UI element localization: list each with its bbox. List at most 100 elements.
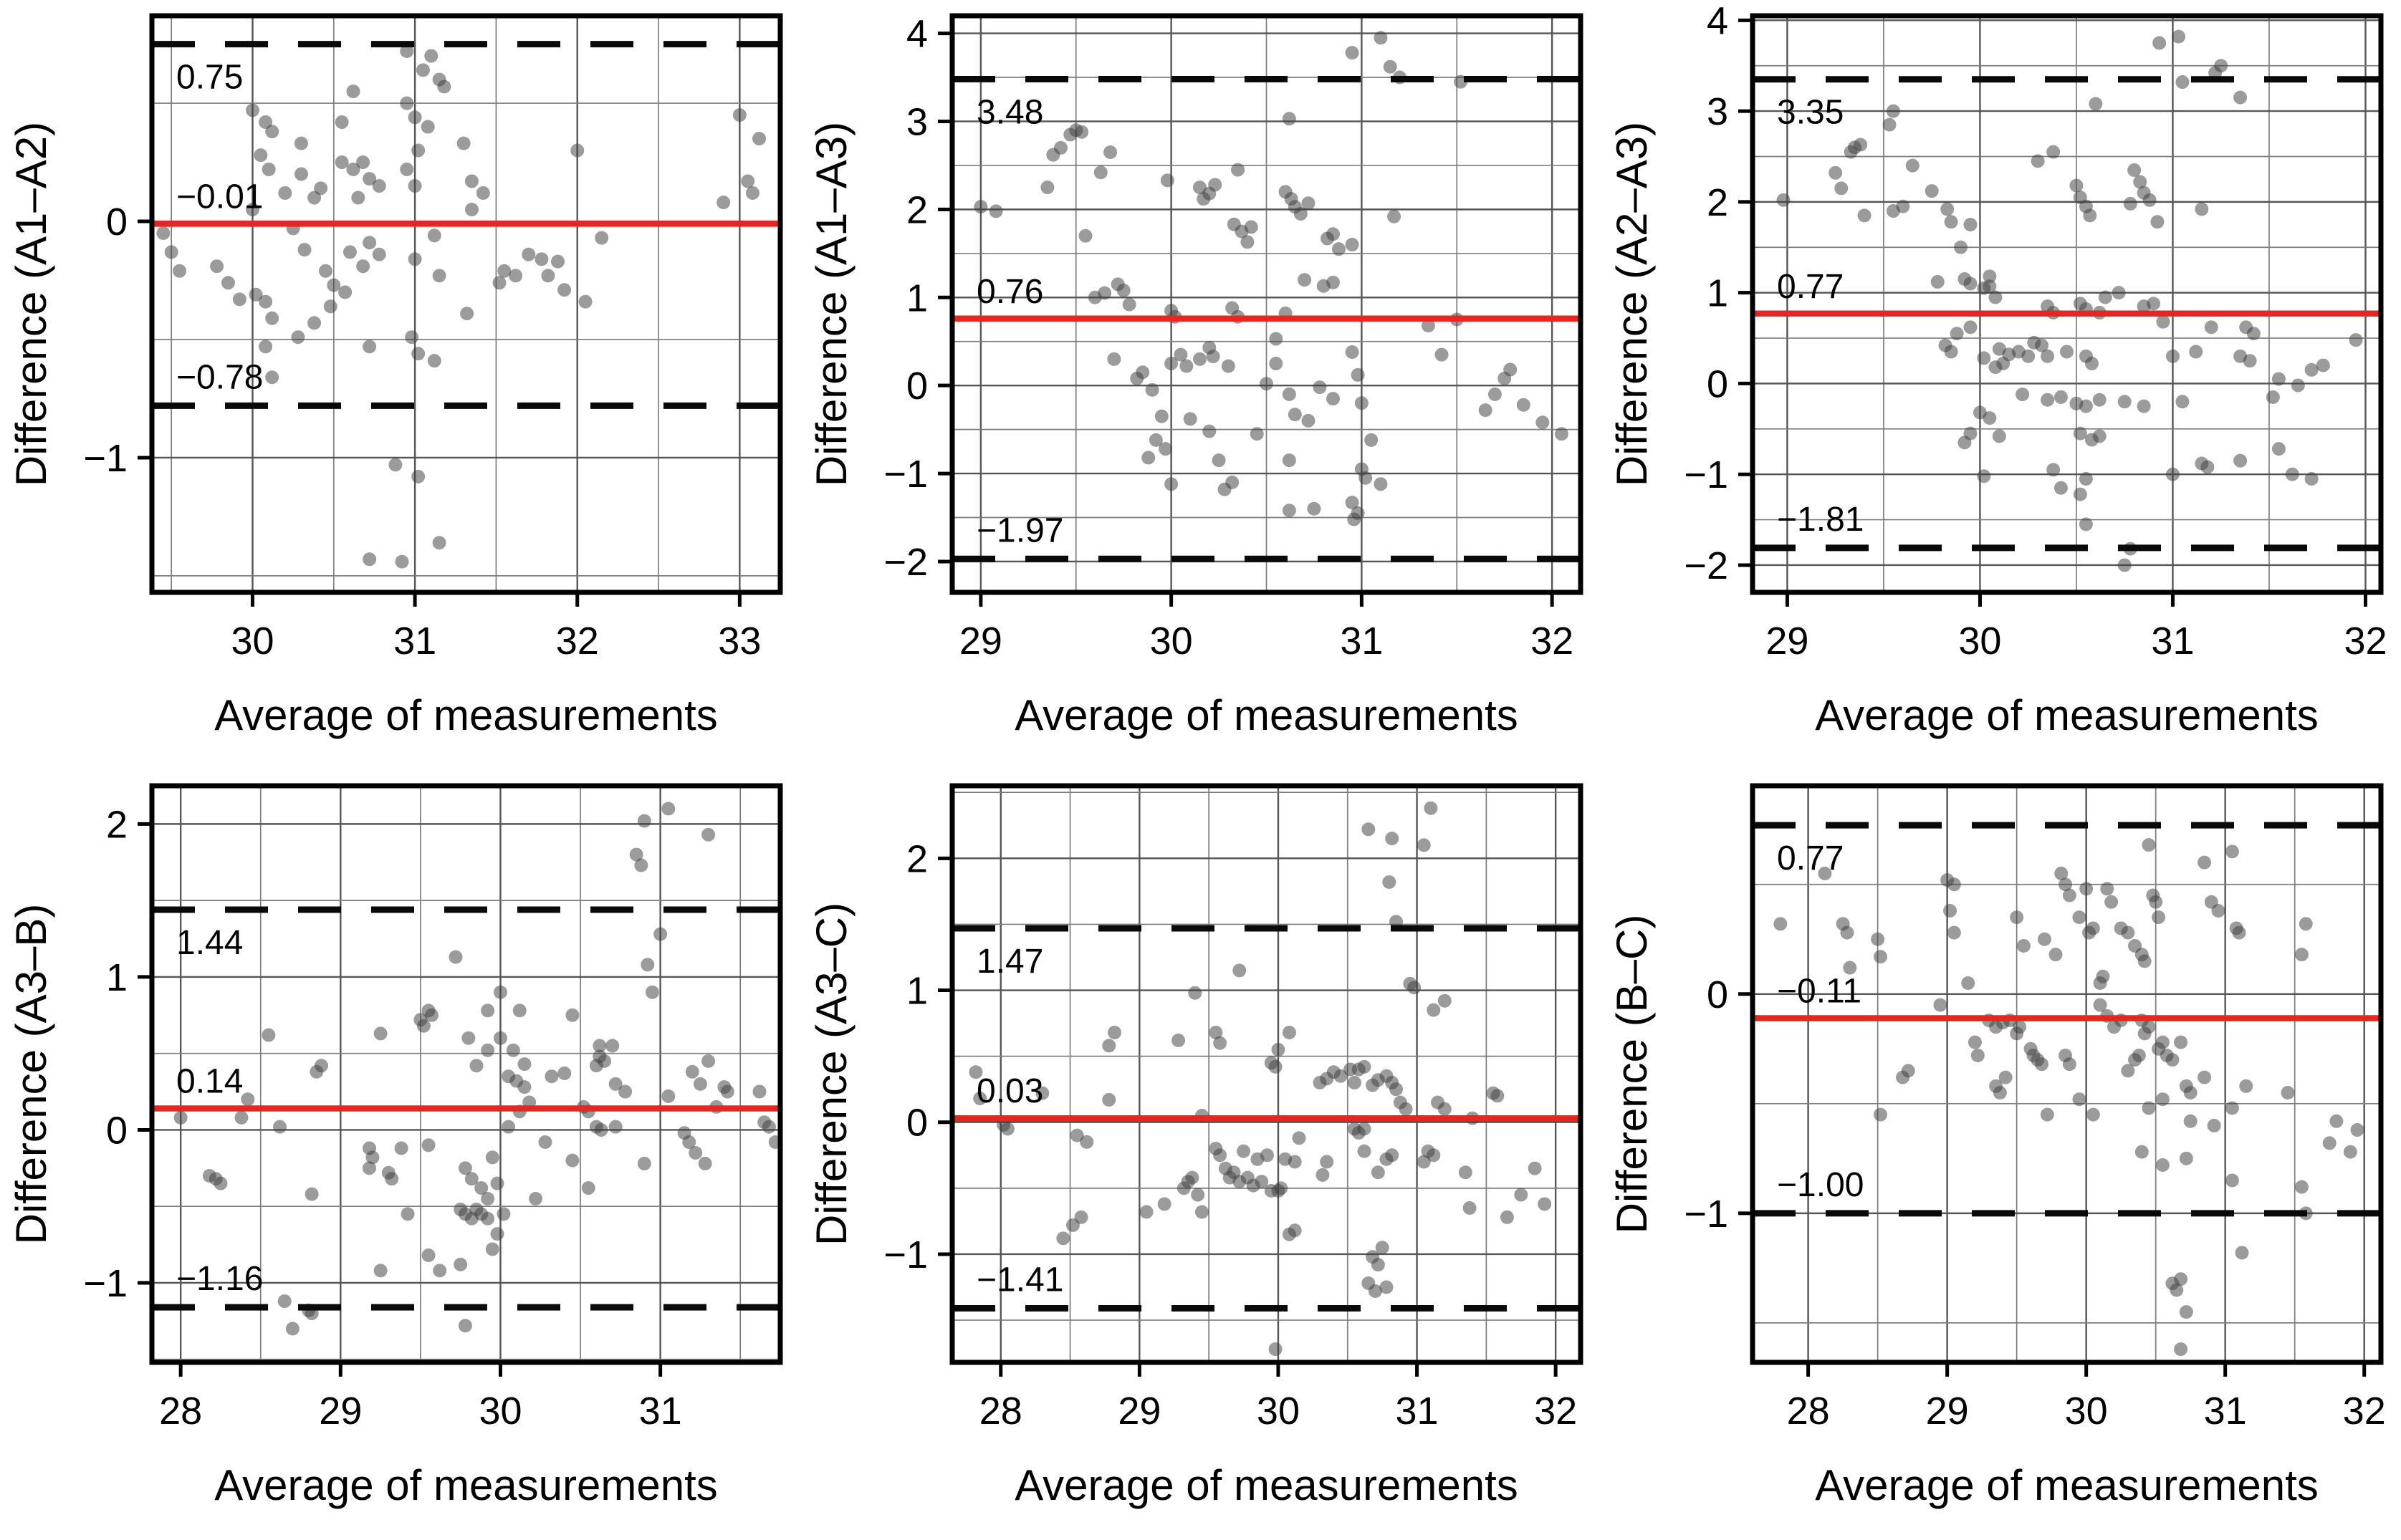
bland-altman-plot-a3-c: 28 29 30 31 32 2 1 0 −1 1.47 0.03 −1.41 Average of m… [800, 770, 1601, 1540]
y-tick-label: 4 [906, 13, 928, 56]
scatter-points [156, 44, 767, 569]
plot-cell-a2-a3: 29 30 31 32 4 3 2 1 0 −1 −2 3.35 0.77 −1.81 Average of… [1601, 0, 2401, 770]
plot-background [800, 770, 1601, 1540]
x-tick-label: 30 [479, 1390, 522, 1433]
lower-loa-value: −1.97 [977, 511, 1063, 549]
y-tick-label: 0 [106, 201, 128, 244]
panel-border [949, 783, 1583, 1365]
y-tick-label: 3 [906, 100, 928, 143]
y-tick-label: −2 [1684, 544, 1728, 587]
lower-loa-value: −0.78 [176, 358, 263, 396]
plot-background [1601, 0, 2401, 770]
x-tick-label: 32 [1534, 1390, 1577, 1433]
x-tick-label: 31 [2151, 620, 2194, 663]
upper-loa-value: 3.48 [977, 93, 1043, 131]
upper-loa-value: 0.75 [176, 59, 243, 97]
panel-border [1750, 783, 2384, 1365]
scatter-points [974, 31, 1568, 526]
mean-value: 0.76 [977, 273, 1043, 311]
y-tick-label: 0 [906, 1102, 928, 1145]
x-axis-label: Average of measurements [1815, 1461, 2319, 1509]
x-tick-label: 31 [393, 620, 436, 663]
x-tick-label: 32 [1530, 620, 1573, 663]
plot-background [0, 0, 800, 770]
y-tick-label: 0 [1707, 973, 1728, 1016]
panel-border [149, 783, 783, 1365]
y-tick-label: −1 [1684, 453, 1728, 496]
upper-loa-value: 1.47 [977, 943, 1043, 981]
lower-loa-value: −1.81 [1777, 501, 1864, 539]
mean-value: 0.14 [176, 1063, 243, 1101]
x-axis-label: Average of measurements [1015, 1461, 1518, 1509]
bland-altman-plot-a1-a2: 30 31 32 33 0 −1 0.75 −0.01 −0.78 Average of meas… [0, 0, 800, 770]
x-tick-label: 28 [159, 1390, 202, 1433]
y-tick-label: −1 [883, 1233, 928, 1276]
plot-cell-a3-c: 28 29 30 31 32 2 1 0 −1 1.47 0.03 −1.41 Average of m… [800, 770, 1601, 1540]
x-tick-label: 33 [718, 620, 761, 663]
plot-cell-a3-b: 28 29 30 31 2 1 0 −1 1.44 0.14 −1.16 Average of mea… [0, 770, 800, 1540]
x-tick-label: 29 [1926, 1390, 1969, 1433]
x-tick-label: 29 [1765, 620, 1808, 663]
y-tick-label: 1 [906, 276, 928, 319]
y-tick-label: 1 [106, 956, 128, 999]
y-axis-label: Difference (A3–C) [807, 903, 856, 1246]
scatter-points [1773, 838, 2364, 1357]
mean-value: −0.11 [1777, 972, 1861, 1010]
plot-background [0, 770, 800, 1540]
y-tick-label: 1 [906, 970, 928, 1013]
y-axis-label: Difference (A3–B) [7, 904, 55, 1245]
x-axis-label: Average of measurements [214, 691, 718, 739]
x-tick-label: 32 [2343, 1390, 2386, 1433]
x-tick-label: 32 [556, 620, 599, 663]
y-tick-label: 3 [1707, 90, 1728, 133]
y-tick-label: −1 [83, 1262, 128, 1305]
x-tick-label: 32 [2344, 620, 2387, 663]
x-tick-label: 30 [1958, 620, 2001, 663]
panel-border [949, 13, 1583, 595]
y-tick-label: 2 [906, 837, 928, 880]
x-tick-label: 28 [1787, 1390, 1830, 1433]
gridlines [952, 16, 1581, 592]
scatter-points [1776, 29, 2363, 572]
x-tick-label: 31 [2204, 1390, 2247, 1433]
plot-background [1601, 770, 2401, 1540]
x-axis-label: Average of measurements [1815, 691, 2319, 739]
x-tick-label: 31 [1396, 1390, 1439, 1433]
lower-loa-value: −1.41 [977, 1261, 1063, 1299]
scatter-points [969, 801, 1552, 1357]
x-axis-label: Average of measurements [214, 1461, 718, 1509]
x-tick-label: 30 [1150, 620, 1193, 663]
x-tick-label: 28 [979, 1390, 1022, 1433]
x-tick-label: 29 [959, 620, 1002, 663]
x-tick-label: 31 [1340, 620, 1383, 663]
x-tick-label: 30 [231, 620, 274, 663]
upper-loa-value: 0.77 [1777, 839, 1844, 877]
lower-loa-value: −1.16 [176, 1260, 263, 1298]
mean-value: 0.03 [977, 1072, 1043, 1110]
plot-cell-a1-a2: 30 31 32 33 0 −1 0.75 −0.01 −0.78 Average of meas… [0, 0, 800, 770]
y-tick-label: 0 [106, 1109, 128, 1152]
y-tick-label: −1 [83, 437, 128, 480]
y-tick-label: 1 [1707, 272, 1728, 315]
bland-altman-plot-b-c: 28 29 30 31 32 0 −1 0.77 −0.11 −1.00 Average of me… [1601, 770, 2401, 1540]
y-axis-label: Difference (A1–A3) [807, 122, 856, 486]
y-axis-label: Difference (A2–A3) [1608, 122, 1656, 486]
x-tick-label: 30 [2065, 1390, 2108, 1433]
x-tick-label: 29 [1118, 1390, 1161, 1433]
y-tick-label: 0 [1707, 362, 1728, 405]
plot-cell-a1-a3: 29 30 31 32 4 3 2 1 0 −1 −2 3.48 0.76 −1.97 Average of… [800, 0, 1601, 770]
x-axis-label: Average of measurements [1015, 691, 1518, 739]
x-tick-label: 31 [639, 1390, 682, 1433]
y-tick-label: 2 [106, 803, 128, 846]
mean-value: −0.01 [176, 178, 263, 216]
x-tick-label: 30 [1257, 1390, 1300, 1433]
y-tick-label: 0 [906, 365, 928, 408]
mean-value: 0.77 [1777, 268, 1844, 306]
panel-border [1750, 13, 2384, 595]
y-axis-label: Difference (A1–A2) [7, 122, 55, 486]
panel-border [149, 13, 783, 595]
x-tick-label: 29 [319, 1390, 362, 1433]
